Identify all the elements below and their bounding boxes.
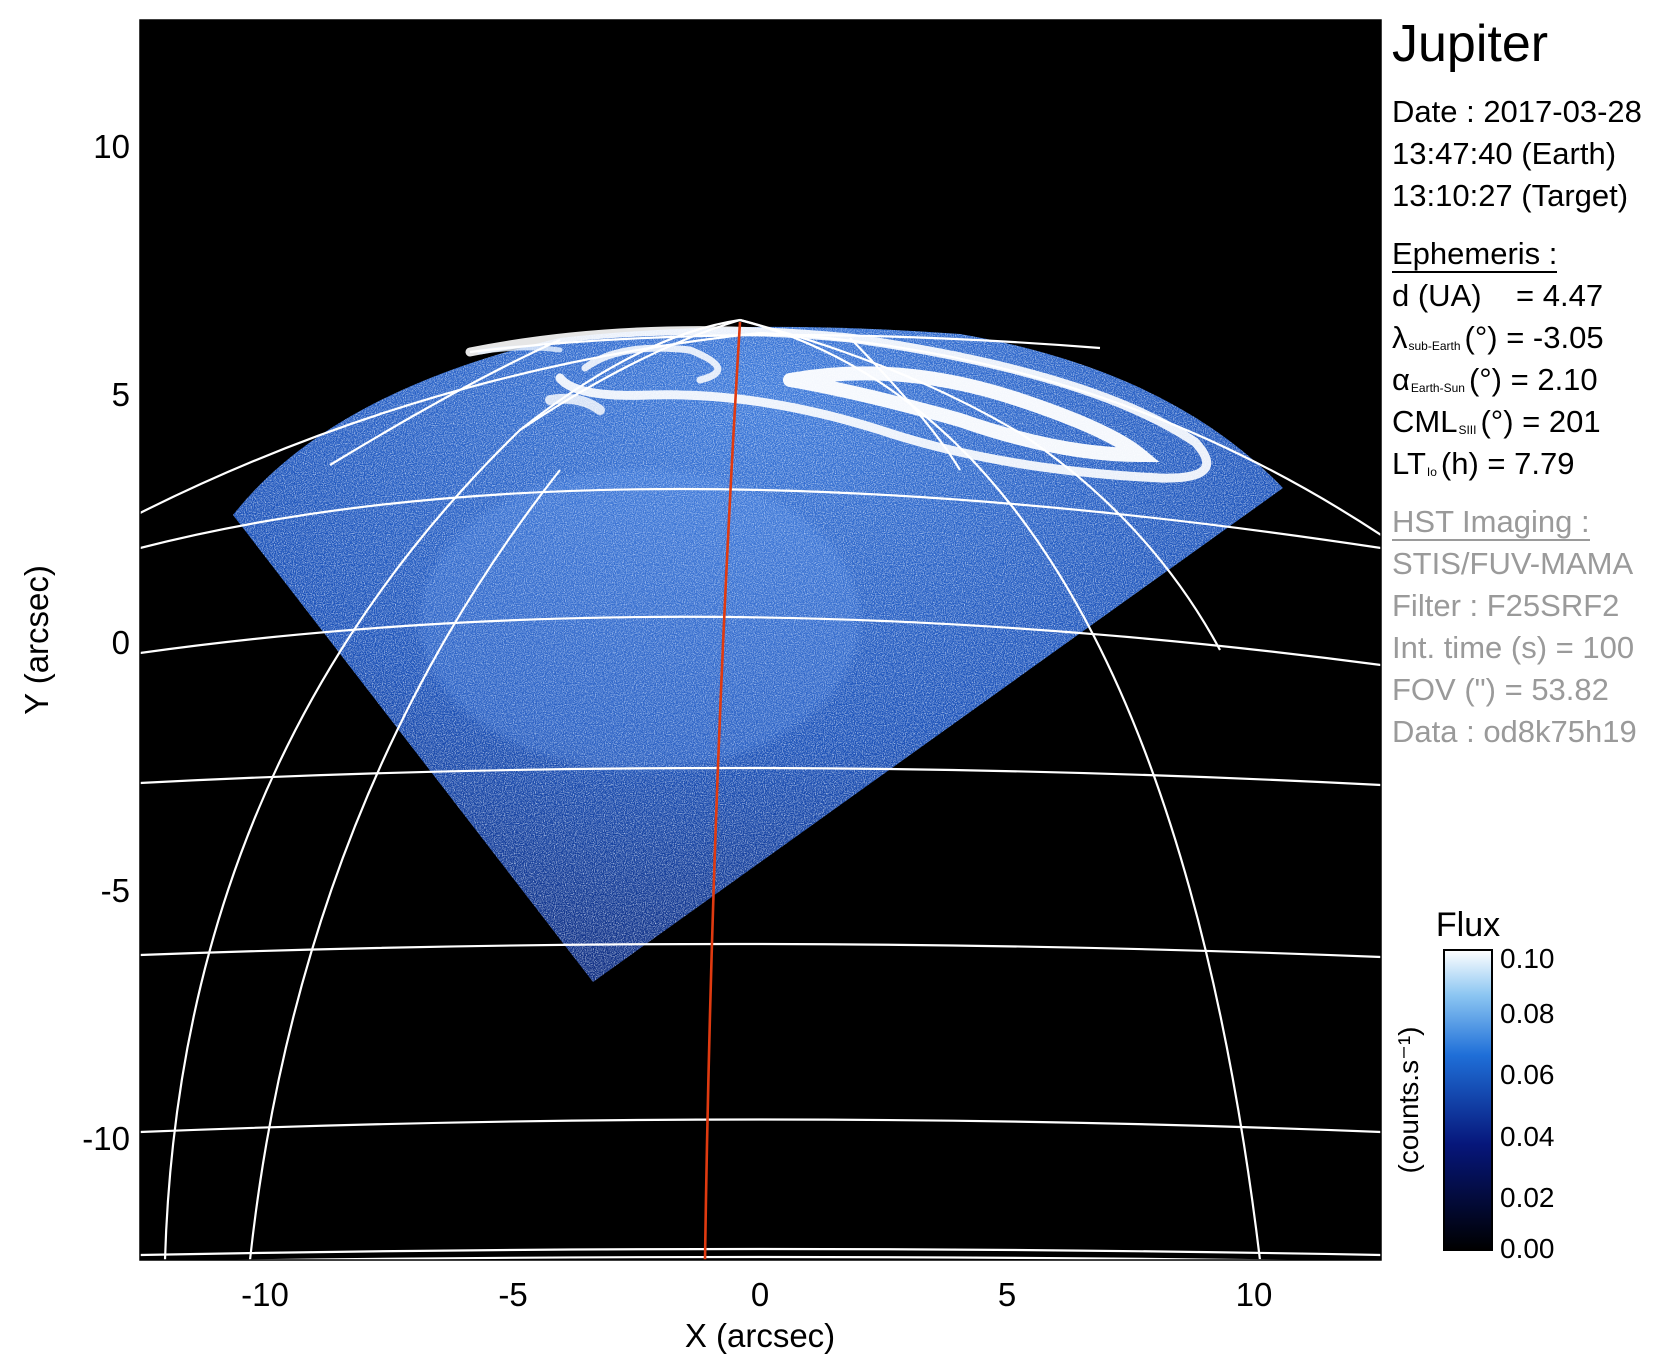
x-tick-label: 10 [1236,1276,1273,1313]
colorbar-tick-label: 0.00 [1500,1233,1555,1264]
alpha-subscript: Earth-Sun [1410,381,1465,395]
colorbar-label: Flux [1436,906,1500,944]
y-tick-label: 0 [112,624,130,661]
lt-subscript: Io [1426,465,1437,479]
lt-symbol: LT [1392,446,1426,481]
target-time: 13:10:27 (Target) [1392,178,1629,213]
cml-line: CMLSIII (°) = 201 [1392,406,1672,448]
x-tick-label: -10 [241,1276,289,1313]
hst-imaging-block: HST Imaging : STIS/FUV-MAMA Filter : F25… [1392,506,1672,758]
colorbar-gradient [1443,949,1493,1251]
ephemeris-header: Ephemeris : [1392,236,1558,273]
x-axis: -10 -5 0 5 10 X (arcsec) [241,1276,1272,1354]
x-tick-label: -5 [498,1276,527,1313]
latitude-grid [140,331,1381,1260]
cml-subscript: SIII [1458,423,1477,437]
longitude-grid [163,318,1262,1260]
hst-header: HST Imaging : [1392,504,1590,541]
central-meridian-line [703,321,742,1260]
observation-image [140,318,1381,1260]
fov-line: FOV (") = 53.82 [1392,672,1609,707]
diffuse-glow [420,470,860,770]
filter-line: Filter : F25SRF2 [1392,588,1620,623]
colorbar-tick-label: 0.04 [1500,1121,1555,1152]
colorbar-units: (counts.s⁻¹) [1393,1026,1424,1173]
instrument-line: STIS/FUV-MAMA [1392,546,1634,581]
colorbar-tick-label: 0.02 [1500,1182,1555,1213]
info-panel: Jupiter Date : 2017-03-28 13:47:40 (Eart… [1392,18,1672,758]
earth-time: 13:47:40 (Earth) [1392,136,1617,171]
lambda-subscript: sub-Earth [1408,339,1461,353]
lambda-symbol: λ [1392,320,1408,355]
plot-frame [139,19,1382,1261]
x-axis-label: X (arcsec) [685,1317,835,1354]
alpha-symbol: α [1392,362,1410,397]
x-tick-label: 5 [998,1276,1016,1313]
phase-angle-line: αEarth-Sun (°) = 2.10 [1392,364,1672,406]
io-local-time-line: LTIo (h) = 7.79 [1392,448,1672,490]
colorbar-tick-label: 0.08 [1500,998,1555,1029]
cml-value: (°) = 201 [1480,404,1601,439]
date-line: Date : 2017-03-28 [1392,94,1642,129]
colorbar-tick-label: 0.10 [1500,943,1555,974]
y-axis: 10 5 0 -5 -10 Y (arcsec) [18,128,130,1157]
y-tick-label: 5 [112,376,130,413]
sub-earth-latitude-line: λsub-Earth (°) = -3.05 [1392,322,1672,364]
hst-header-line: HST Imaging : [1392,506,1672,548]
ephemeris-header-line: Ephemeris : [1392,238,1672,280]
alpha-value: (°) = 2.10 [1468,362,1598,397]
y-tick-label: -10 [82,1120,130,1157]
target-title: Jupiter [1392,15,1549,73]
lambda-value: (°) = -3.05 [1464,320,1604,355]
integration-time-line: Int. time (s) = 100 [1392,630,1635,665]
colorbar: Flux (counts.s⁻¹) 0.10 0.08 0.06 0.04 0.… [1393,906,1555,1264]
x-tick-label: 0 [751,1276,769,1313]
y-tick-label: 10 [93,128,130,165]
data-id-line: Data : od8k75h19 [1392,714,1637,749]
lt-value: (h) = 7.79 [1440,446,1575,481]
y-axis-label: Y (arcsec) [18,565,55,715]
distance-line: d (UA) = 4.47 [1392,278,1604,313]
y-tick-label: -5 [101,872,130,909]
colorbar-tick-label: 0.06 [1500,1059,1555,1090]
cml-symbol: CML [1392,404,1458,439]
